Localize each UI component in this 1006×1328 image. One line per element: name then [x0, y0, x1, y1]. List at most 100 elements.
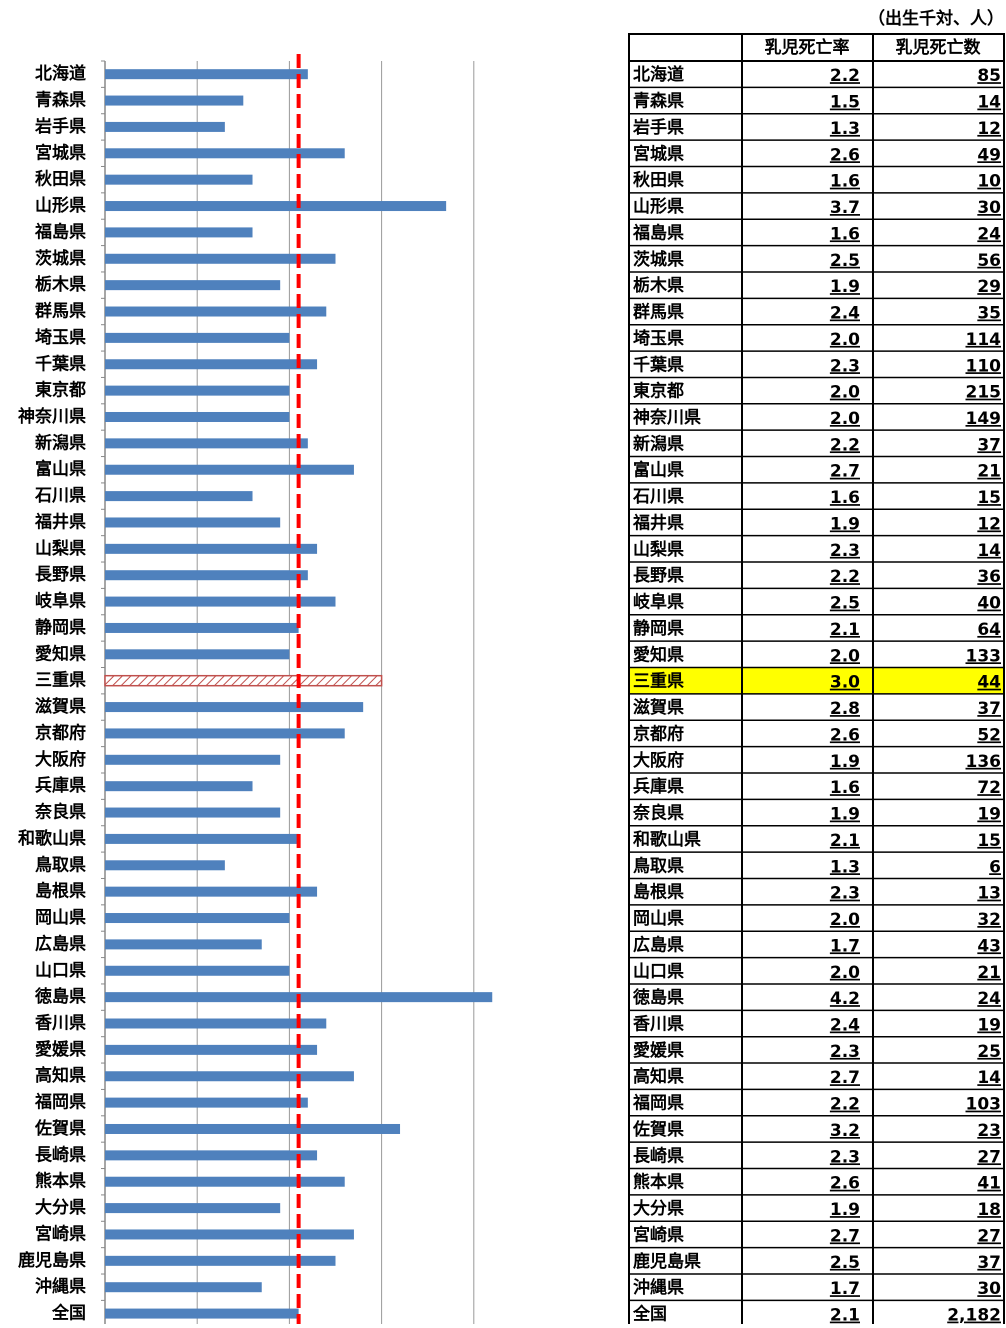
row-name: 神奈川県 [633, 407, 701, 428]
rate-cell: 1.3 [830, 857, 860, 877]
category-label: 島根県 [35, 881, 86, 902]
bar [105, 227, 253, 238]
row-name: 熊本県 [633, 1172, 684, 1193]
row-name: 鹿児島県 [633, 1251, 701, 1272]
category-label: 福島県 [34, 221, 86, 242]
row-name: 宮城県 [633, 143, 684, 164]
category-label: 福岡県 [34, 1092, 86, 1113]
row-name: 徳島県 [632, 987, 684, 1008]
category-label: 宮崎県 [35, 1223, 86, 1244]
category-label: 広島県 [35, 933, 86, 954]
row-name: 新潟県 [633, 433, 684, 454]
row-name: 静岡県 [633, 618, 684, 639]
bar [105, 411, 290, 422]
bar [105, 1255, 336, 1266]
count-cell: 37 [977, 699, 1001, 719]
category-label: 福井県 [34, 511, 86, 532]
rate-cell: 2.1 [830, 831, 860, 851]
category-label: 愛媛県 [35, 1039, 86, 1060]
count-cell: 43 [977, 936, 1001, 956]
category-label: 埼玉県 [35, 327, 86, 348]
rate-cell: 1.7 [830, 936, 860, 956]
rate-cell: 2.2 [830, 567, 860, 587]
row-name: 奈良県 [632, 803, 684, 824]
count-cell: 114 [966, 330, 1002, 350]
count-cell: 2,182 [947, 1306, 1001, 1324]
row-name: 栃木県 [633, 275, 684, 296]
count-cell: 25 [977, 1042, 1001, 1062]
bar [105, 1123, 401, 1134]
category-label: 京都府 [35, 722, 86, 743]
count-cell: 14 [977, 93, 1001, 113]
bar [105, 596, 336, 607]
bar [105, 860, 225, 871]
count-cell: 14 [977, 1068, 1001, 1088]
bar [105, 280, 281, 291]
count-cell: 6 [989, 857, 1001, 877]
count-cell: 72 [977, 778, 1001, 798]
row-name: 島根県 [633, 882, 684, 903]
count-cell: 110 [966, 356, 1002, 376]
count-cell: 13 [977, 884, 1001, 904]
category-label: 宮城県 [35, 142, 86, 163]
bar [105, 464, 354, 475]
column-header: 乳児死亡数 [896, 37, 982, 58]
row-name: 秋田県 [633, 170, 684, 191]
bar [105, 570, 308, 581]
count-cell: 14 [977, 541, 1001, 561]
rate-cell: 2.4 [830, 1016, 860, 1036]
count-cell: 27 [977, 1147, 1001, 1167]
count-cell: 24 [977, 989, 1001, 1009]
count-cell: 52 [977, 725, 1001, 745]
rate-cell: 1.6 [830, 224, 860, 244]
bar [105, 649, 290, 660]
category-label: 茨城県 [35, 248, 86, 269]
row-name: 福島県 [632, 222, 684, 243]
row-name: 石川県 [632, 487, 684, 507]
count-cell: 15 [977, 831, 1001, 851]
bar [105, 886, 318, 897]
category-label: 神奈川県 [18, 406, 86, 427]
category-label: 香川県 [35, 1014, 86, 1034]
count-cell: 12 [977, 119, 1001, 139]
row-name: 全国 [632, 1304, 667, 1324]
rate-cell: 2.0 [830, 963, 860, 983]
count-cell: 40 [977, 594, 1001, 614]
row-name: 愛媛県 [633, 1040, 684, 1061]
bar [105, 728, 345, 739]
rate-cell: 1.9 [830, 514, 860, 534]
rate-cell: 2.0 [830, 646, 860, 666]
category-label: 鹿児島県 [18, 1250, 86, 1271]
count-cell: 18 [977, 1200, 1001, 1220]
bar [104, 674, 383, 687]
rate-cell: 1.6 [830, 778, 860, 798]
rate-cell: 2.0 [830, 330, 860, 350]
rate-cell: 2.5 [830, 1253, 860, 1273]
row-name: 富山県 [633, 460, 684, 481]
rate-cell: 2.7 [830, 1068, 860, 1088]
category-label: 秋田県 [35, 169, 86, 190]
rate-cell: 2.2 [830, 1095, 860, 1115]
rate-cell: 2.2 [830, 435, 860, 455]
category-label: 全国 [51, 1303, 86, 1324]
category-label: 高知県 [35, 1065, 86, 1086]
rate-cell: 2.6 [830, 1174, 860, 1194]
count-cell: 15 [977, 488, 1001, 508]
rate-cell: 2.6 [830, 725, 860, 745]
count-cell: 36 [977, 567, 1001, 587]
row-name: 高知県 [633, 1066, 684, 1087]
highlight-row [628, 667, 1004, 694]
rate-cell: 1.3 [830, 119, 860, 139]
count-cell: 23 [977, 1121, 1001, 1141]
bar [105, 833, 299, 844]
row-name: 鳥取県 [633, 855, 684, 876]
count-cell: 30 [977, 1279, 1001, 1299]
rate-cell: 1.9 [830, 805, 860, 825]
bar [105, 1071, 354, 1082]
table-frame [628, 33, 1005, 1328]
rate-cell: 1.9 [830, 277, 860, 297]
count-cell: 44 [977, 673, 1001, 693]
row-name: 埼玉県 [633, 328, 684, 349]
count-cell: 30 [977, 198, 1001, 218]
